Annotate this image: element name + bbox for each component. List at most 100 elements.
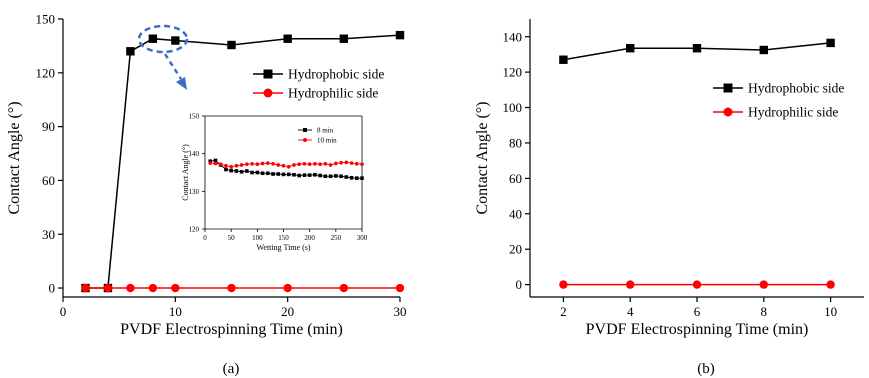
panel-a-x-tick-label: 20 — [281, 304, 294, 319]
panel-a-inset-point-0-23 — [328, 174, 333, 179]
zoom-arrow-head — [176, 77, 187, 90]
zoom-arrow-shaft — [163, 53, 183, 80]
panel-b-point-0-4 — [826, 38, 835, 48]
panel-b-legend-label-0: Hydrophobic side — [748, 81, 844, 96]
panel-a-inset-point-0-17 — [297, 173, 301, 178]
panel-a-y-tick-label: 30 — [42, 227, 55, 242]
panel-a-inset-point-1-27 — [349, 161, 354, 165]
panel-b-x-tick-label: 6 — [694, 304, 701, 319]
panel-a-x-tick-label: 30 — [394, 304, 407, 319]
panel-a-inset-point-1-10 — [260, 161, 265, 166]
panel-a-inset-point-1-26 — [344, 160, 349, 165]
panel-a-inset-point-1-0 — [208, 161, 213, 165]
panel-b-y-tick-label: 140 — [503, 29, 523, 44]
panel-a-inset-x-axis-label: Wetting Time (s) — [256, 243, 310, 252]
panel-a-inset-x-tick-label: 100 — [252, 234, 263, 242]
panel-a-point-1-0 — [81, 283, 90, 293]
panel-a-point-0-2 — [126, 47, 135, 56]
panel-a-inset-point-1-29 — [360, 162, 364, 167]
panel-a-inset-point-1-14 — [281, 163, 286, 168]
panel-a-inset-point-0-5 — [234, 169, 239, 173]
panel-a-x-tick-label: 10 — [169, 304, 182, 319]
panel-a-inset-point-0-12 — [271, 172, 275, 176]
panel-a-inset-y-axis-label: Contact Angle (°) — [181, 144, 190, 201]
panel-a-y-tick-label: 120 — [36, 65, 56, 80]
panel-a-inset-y-tick-label: 150 — [189, 112, 200, 120]
panel-a-point-1-4 — [171, 283, 180, 293]
panel-a-inset-point-0-22 — [323, 174, 328, 179]
panel-b-point-1-2 — [692, 280, 702, 289]
panel-a-point-1-1 — [103, 283, 113, 293]
panel-a-inset-point-1-23 — [328, 163, 333, 167]
panel-a-inset-point-0-14 — [281, 172, 286, 177]
panel-a-inset-point-1-17 — [297, 162, 302, 167]
panel-a-inset-point-0-19 — [307, 173, 312, 177]
panel-a-inset-point-1-8 — [250, 162, 254, 166]
panel-a-legend-marker-1 — [263, 88, 273, 98]
panel-a-point-1-5 — [227, 283, 236, 293]
panel-a-inset-y-tick-label: 130 — [189, 188, 200, 196]
panel-a-point-1-3 — [148, 283, 158, 293]
panel-a-inset-point-1-9 — [255, 162, 260, 167]
zoom-annotation — [137, 24, 189, 90]
panel-a-inset-point-1-13 — [276, 163, 281, 167]
panel-a-inset-point-1-18 — [302, 162, 307, 166]
panel-b-x-tick-label: 8 — [761, 304, 768, 319]
panel-a-inset-x-tick-label: 250 — [331, 234, 342, 242]
panel-a-point-0-8 — [395, 30, 405, 40]
panel-a-inset-point-0-16 — [292, 172, 296, 177]
panel-caption-a: (a) — [223, 361, 240, 377]
panel-a-y-axis-label: Contact Angle (°) — [6, 101, 23, 214]
panel-b-x-tick-label: 2 — [560, 304, 567, 319]
panel-a-inset-point-0-15 — [286, 172, 291, 177]
panel-a-inset-point-1-15 — [286, 165, 291, 169]
panel-a-inset-y-tick-label: 120 — [189, 225, 200, 233]
panel-a-inset-point-1-25 — [339, 160, 343, 165]
panel-a-inset-point-1-2 — [218, 162, 223, 167]
panel-a-x-axis-label: PVDF Electrospinning Time (min) — [120, 321, 343, 338]
panel-a-inset-point-1-4 — [229, 165, 233, 169]
panel-a-inset-legend-label-1: 10 min — [317, 136, 337, 144]
panel-a-inset-point-0-26 — [344, 175, 349, 179]
panel-caption-b: (b) — [697, 361, 715, 377]
panel-a-x-tick-label: 0 — [60, 304, 67, 319]
panel-a-inset-point-1-7 — [245, 162, 249, 167]
panel-a-inset-point-1-21 — [318, 162, 322, 167]
panel-b-y-tick-label: 0 — [516, 277, 523, 292]
panel-a-inset-legend-label-0: 8 min — [317, 126, 334, 134]
panel-b-point-1-1 — [626, 280, 635, 289]
panel-a-inset-point-1-19 — [307, 162, 312, 167]
panel-b-point-0-2 — [692, 44, 702, 53]
panel-a-point-0-4 — [171, 36, 180, 45]
panel-a-inset-point-0-0 — [208, 159, 213, 163]
panel-b-y-tick-label: 120 — [503, 65, 523, 80]
panel-a-point-0-6 — [283, 34, 292, 43]
panel-b-point-1-4 — [826, 280, 835, 289]
panel-a-legend-marker-0 — [263, 69, 273, 79]
panel-b-point-1-0 — [559, 280, 568, 289]
panel-a-inset-point-1-22 — [323, 162, 328, 166]
panel-a-point-0-3 — [148, 34, 158, 43]
panel-a-inset-x-tick-label: 50 — [228, 234, 236, 242]
panel-a-legend-label-1: Hydrophilic side — [288, 86, 378, 101]
panel-a-point-0-7 — [339, 34, 349, 43]
panel-b-y-tick-label: 100 — [503, 100, 523, 115]
panel-a-inset-point-1-24 — [334, 161, 338, 166]
panel-a-point-1-2 — [126, 283, 135, 293]
panel-b-legend-marker-1 — [723, 107, 733, 117]
panel-a-y-tick-label: 60 — [42, 173, 55, 188]
panel-b-legend-marker-0 — [723, 83, 733, 93]
panel-a-inset-x-tick-label: 150 — [278, 234, 289, 242]
panel-b-legend-label-1: Hydrophilic side — [748, 105, 838, 120]
panel-a-inset-point-0-6 — [239, 169, 244, 174]
panel-b-y-tick-label: 60 — [509, 171, 522, 186]
panel-a-y-tick-label: 90 — [42, 119, 55, 134]
panel-b-y-axis-label: Contact Angle (°) — [474, 101, 491, 214]
panel-a-inset-point-1-11 — [266, 161, 270, 165]
panel-a-inset-point-1-1 — [213, 161, 218, 166]
panel-a-inset-point-0-24 — [334, 174, 338, 178]
panel-a-point-0-5 — [227, 40, 236, 50]
panel-a-inset-point-0-13 — [276, 172, 281, 176]
